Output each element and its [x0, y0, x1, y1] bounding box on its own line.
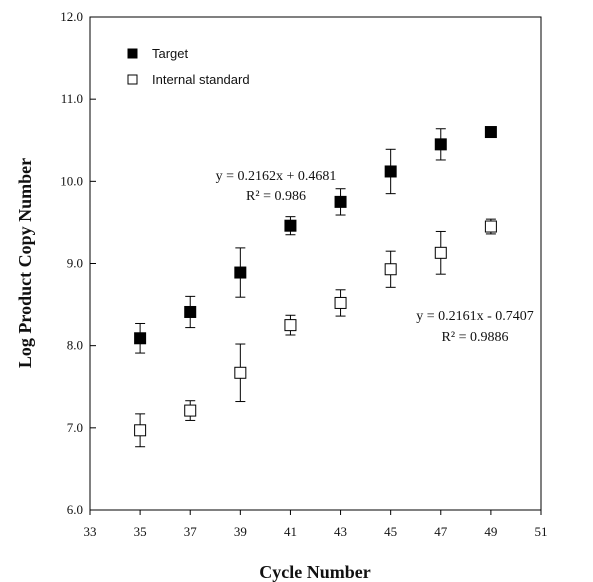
legend-marker-internal-standard [127, 74, 138, 85]
legend-label-target: Target [152, 46, 189, 61]
series-layer [134, 126, 497, 448]
data-point [384, 263, 397, 276]
y-axis: 6.0 7.0 8.0 9.0 10.0 11.0 12.0 [60, 9, 96, 517]
data-point [334, 296, 347, 309]
x-tick-label: 35 [134, 524, 147, 539]
y-tick-label: 12.0 [60, 9, 83, 24]
y-tick-label: 6.0 [67, 502, 83, 517]
internal-standard-equation-line1: y = 0.2161x - 0.7407 [416, 309, 534, 324]
x-tick-label: 45 [384, 524, 397, 539]
y-tick-label: 8.0 [67, 338, 83, 353]
data-point [284, 319, 297, 332]
data-point [434, 246, 447, 259]
data-point [284, 219, 297, 232]
data-point [384, 165, 397, 178]
series-internal-standard [134, 218, 497, 448]
data-point [184, 305, 197, 318]
data-point [134, 332, 147, 345]
legend-marker-target [127, 48, 138, 59]
x-tick-label: 41 [284, 524, 297, 539]
data-point [234, 266, 247, 279]
x-tick-label: 47 [434, 524, 448, 539]
x-tick-label: 33 [84, 524, 97, 539]
data-point [484, 220, 497, 233]
x-tick-label: 51 [535, 524, 548, 539]
internal-standard-equation-line2: R² = 0.9886 [442, 330, 509, 345]
plot-area-frame [89, 16, 542, 511]
y-axis-title: Log Product Copy Number [15, 158, 35, 368]
y-tick-label: 10.0 [60, 173, 83, 188]
x-tick-label: 37 [184, 524, 198, 539]
data-point [434, 138, 447, 151]
legend: Target Internal standard [127, 46, 250, 87]
y-tick-label: 11.0 [61, 91, 83, 106]
y-tick-label: 7.0 [67, 420, 83, 435]
target-equation-line1: y = 0.2162x + 0.4681 [216, 169, 337, 184]
data-point [134, 424, 147, 437]
legend-label-internal-standard: Internal standard [152, 72, 250, 87]
x-tick-label: 43 [334, 524, 347, 539]
data-point [334, 195, 347, 208]
x-axis-title: Cycle Number [259, 562, 370, 582]
x-tick-label: 39 [234, 524, 247, 539]
target-equation-line2: R² = 0.986 [246, 189, 306, 204]
data-point [184, 404, 197, 417]
x-tick-label: 49 [484, 524, 497, 539]
y-tick-label: 9.0 [67, 256, 83, 271]
target-equation: y = 0.2162x + 0.4681 R² = 0.986 [216, 169, 337, 204]
data-point [234, 366, 247, 379]
internal-standard-equation: y = 0.2161x - 0.7407 R² = 0.9886 [416, 309, 534, 345]
series-target [134, 126, 497, 354]
x-axis: 33 35 37 39 41 43 45 47 49 51 [84, 510, 548, 539]
data-point [484, 126, 497, 139]
